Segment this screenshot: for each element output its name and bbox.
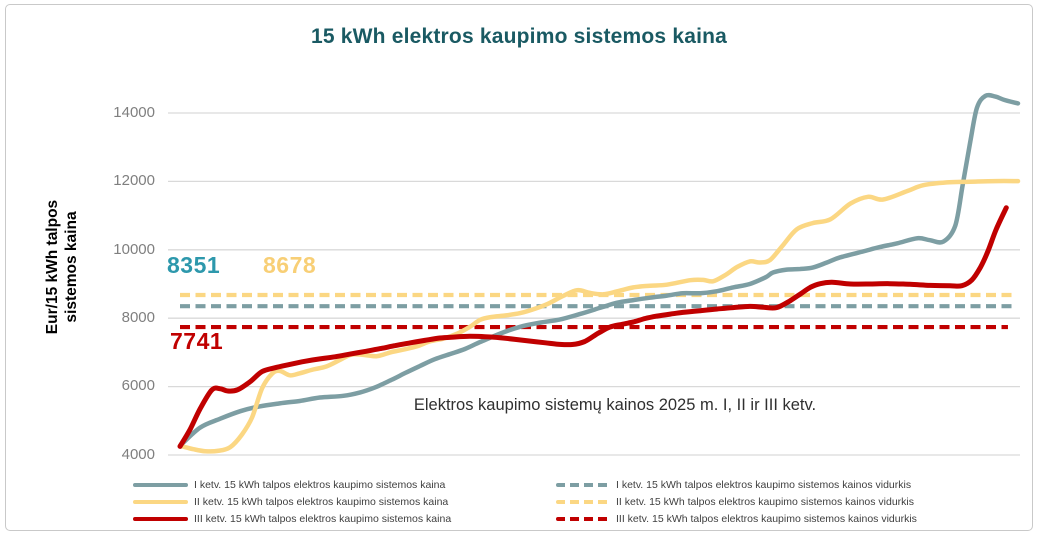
y-tick-6000: 6000: [121, 377, 155, 394]
avg-label-q1: 8351: [167, 252, 221, 278]
legend-swatch-q3-solid: [133, 517, 188, 521]
legend-label: III ketv. 15 kWh talpos elektros kaupimo…: [194, 513, 452, 525]
legend-swatch-q2-solid: [133, 500, 188, 504]
legend-swatch-q1-solid: [133, 483, 188, 487]
price-curve-q1: [177, 92, 1021, 449]
legend-label: II ketv. 15 kWh talpos elektros kaupimo …: [194, 496, 449, 508]
legend-swatch-q2-dashed: [556, 500, 610, 504]
legend-swatch-q1-dashed: [556, 483, 610, 487]
legend-swatch-q3-dashed: [556, 517, 610, 521]
legend-label: III ketv. 15 kWh talpos elektros kaupimo…: [616, 513, 917, 525]
y-tick-12000: 12000: [113, 172, 155, 189]
y-tick-8000: 8000: [121, 309, 155, 326]
price-curve-q3: [177, 205, 1009, 449]
y-tick-10000: 10000: [113, 241, 155, 258]
chart-border-frame: [5, 4, 1033, 531]
chart-note: Elektros kaupimo sistemų kainos 2025 m. …: [413, 396, 817, 414]
chart-title: 15 kWh elektros kaupimo sistemos kaina: [310, 25, 728, 48]
legend-label: II ketv. 15 kWh talpos elektros kaupimo …: [616, 496, 915, 508]
legend-label: I ketv. 15 kWh talpos elektros kaupimo s…: [194, 479, 446, 491]
legend-label: I ketv. 15 kWh talpos elektros kaupimo s…: [616, 479, 912, 491]
avg-label-q2: 8678: [263, 252, 317, 278]
y-tick-4000: 4000: [121, 446, 155, 463]
price-curve-q2: [177, 178, 1021, 454]
avg-label-q3: 7741: [170, 328, 224, 354]
y-tick-14000: 14000: [113, 104, 155, 121]
